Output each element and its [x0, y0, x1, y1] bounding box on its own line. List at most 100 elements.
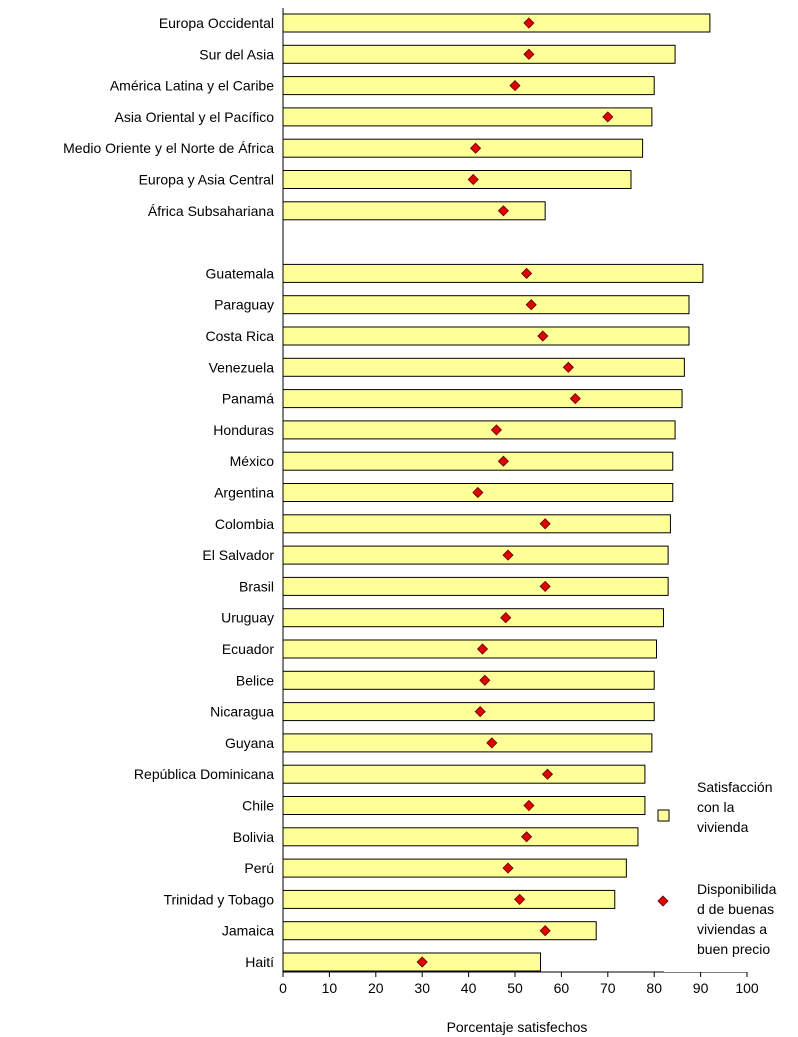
- category-label-belice: Belice: [236, 672, 274, 688]
- marker-haiti: [416, 956, 428, 968]
- category-label-venezuela: Venezuela: [209, 359, 275, 375]
- marker-trinidad-y-tobago: [514, 893, 526, 905]
- marker-republica-dominicana: [541, 768, 554, 780]
- marker-el-salvador: [502, 549, 514, 561]
- bar-trinidad-y-tobago: [282, 889, 616, 909]
- bar-peru: [282, 858, 627, 878]
- bar-nicaragua: [282, 702, 655, 722]
- bar-belice: [282, 670, 655, 690]
- marker-sur-del-asia: [523, 48, 535, 60]
- marker-peru: [502, 862, 514, 874]
- marker-europa-occidental: [523, 17, 535, 29]
- marker-guatemala: [521, 267, 533, 279]
- marker-panama: [569, 393, 581, 405]
- category-label-el-salvador: El Salvador: [202, 547, 274, 563]
- category-label-argentina: Argentina: [214, 485, 274, 501]
- legend-text-disponibilidad-line-4: buen precio: [697, 941, 770, 957]
- marker-paraguay: [525, 299, 537, 311]
- bar-guyana: [282, 733, 653, 753]
- bar-haiti: [282, 952, 542, 972]
- legend-background: [664, 780, 798, 972]
- marker-venezuela: [562, 361, 574, 373]
- bar-europa-y-asia-central: [282, 170, 632, 189]
- bar-costa-rica: [282, 326, 690, 346]
- bar-sur-del-asia: [282, 44, 676, 64]
- bar-america-latina-y-el-caribe: [282, 76, 655, 96]
- category-label-sur-del-asia: Sur del Asia: [199, 46, 274, 62]
- category-label-asia-oriental-y-el-pacifico: Asia Oriental y el Pacífico: [114, 109, 274, 125]
- marker-brasil: [539, 580, 551, 592]
- marker-guyana: [486, 737, 498, 749]
- bars: [282, 13, 711, 972]
- bar-ecuador: [282, 639, 658, 659]
- category-label-honduras: Honduras: [213, 422, 274, 438]
- x-tick-label-0: 0: [279, 980, 287, 996]
- bar-colombia: [282, 514, 671, 534]
- bar-bolivia: [282, 827, 639, 847]
- category-label-colombia: Colombia: [215, 516, 274, 532]
- x-tick-label-50: 50: [507, 980, 523, 996]
- x-tick-label-60: 60: [554, 980, 570, 996]
- legend-text-disponibilidad-line-2: d de buenas: [697, 901, 774, 917]
- legend-text-satisfaccion-line-2: con la: [697, 799, 735, 815]
- category-label-africa-subsahariana: África Subsahariana: [148, 203, 274, 219]
- marker-argentina: [472, 486, 484, 499]
- legend-text-disponibilidad-line-3: viviendas a: [697, 921, 767, 937]
- x-tick-label-30: 30: [414, 980, 430, 996]
- x-tick-label-70: 70: [600, 980, 616, 996]
- marker-costa-rica: [537, 330, 549, 342]
- category-label-europa-occidental: Europa Occidental: [159, 15, 274, 31]
- bar-asia-oriental-y-el-pacifico: [282, 107, 653, 127]
- bar-republica-dominicana: [282, 764, 646, 784]
- x-tick-label-40: 40: [461, 980, 477, 996]
- marker-jamaica: [539, 925, 551, 937]
- marker-asia-oriental-y-el-pacifico: [602, 111, 614, 123]
- bar-mexico: [282, 451, 674, 471]
- legend-text-satisfaccion-line-1: Satisfacción: [697, 779, 772, 795]
- bar-honduras: [282, 420, 676, 440]
- category-label-guatemala: Guatemala: [206, 265, 275, 281]
- marker-ecuador: [476, 643, 489, 655]
- legend-text-disponibilidad-line-1: Disponibilida: [697, 881, 777, 897]
- markers: [416, 17, 614, 968]
- bar-europa-occidental: [282, 13, 711, 33]
- category-label-brasil: Brasil: [239, 578, 274, 594]
- legend-swatch-satisfaccion: [657, 809, 670, 822]
- category-label-mexico: México: [230, 453, 275, 469]
- category-label-trinidad-y-tobago: Trinidad y Tobago: [163, 891, 274, 907]
- x-tick-label-80: 80: [646, 980, 662, 996]
- marker-honduras: [490, 424, 503, 436]
- marker-chile: [523, 799, 535, 812]
- marker-uruguay: [500, 612, 512, 624]
- category-label-peru: Perú: [244, 860, 274, 876]
- category-label-costa-rica: Costa Rica: [206, 328, 275, 344]
- category-label-ecuador: Ecuador: [222, 641, 274, 657]
- category-labels: Europa Occidental Sur del Asia América Lat…: [63, 15, 274, 970]
- category-label-chile: Chile: [242, 798, 274, 814]
- marker-colombia: [539, 518, 551, 530]
- category-label-paraguay: Paraguay: [214, 297, 274, 313]
- marker-nicaragua: [474, 706, 486, 718]
- bar-guatemala: [282, 263, 704, 283]
- marker-america-latina-y-el-caribe: [509, 80, 521, 92]
- category-label-medio-oriente-y-el-norte-de-africa: Medio Oriente y el Norte de África: [63, 140, 274, 156]
- category-label-europa-y-asia-central: Europa y Asia Central: [139, 172, 274, 188]
- category-label-haiti: Haití: [245, 954, 274, 970]
- category-label-uruguay: Uruguay: [221, 610, 274, 626]
- bar-medio-oriente-y-el-norte-de-africa: [282, 138, 644, 158]
- category-label-guyana: Guyana: [225, 735, 274, 751]
- marker-europa-y-asia-central: [467, 173, 479, 186]
- category-label-bolivia: Bolivia: [233, 829, 274, 845]
- legend-text-satisfaccion-line-3: vivienda: [697, 819, 749, 835]
- marker-mexico: [497, 455, 509, 467]
- x-tick-label-20: 20: [368, 980, 384, 996]
- category-label-republica-dominicana: República Dominicana: [134, 766, 274, 782]
- category-label-jamaica: Jamaica: [222, 923, 274, 939]
- bar-venezuela: [282, 357, 685, 377]
- x-tick-label-10: 10: [322, 980, 338, 996]
- category-label-panama: Panamá: [222, 391, 274, 407]
- marker-medio-oriente-y-el-norte-de-africa: [469, 142, 482, 154]
- bar-el-salvador: [282, 545, 669, 565]
- x-axis-title: Porcentaje satisfechos: [447, 1019, 588, 1035]
